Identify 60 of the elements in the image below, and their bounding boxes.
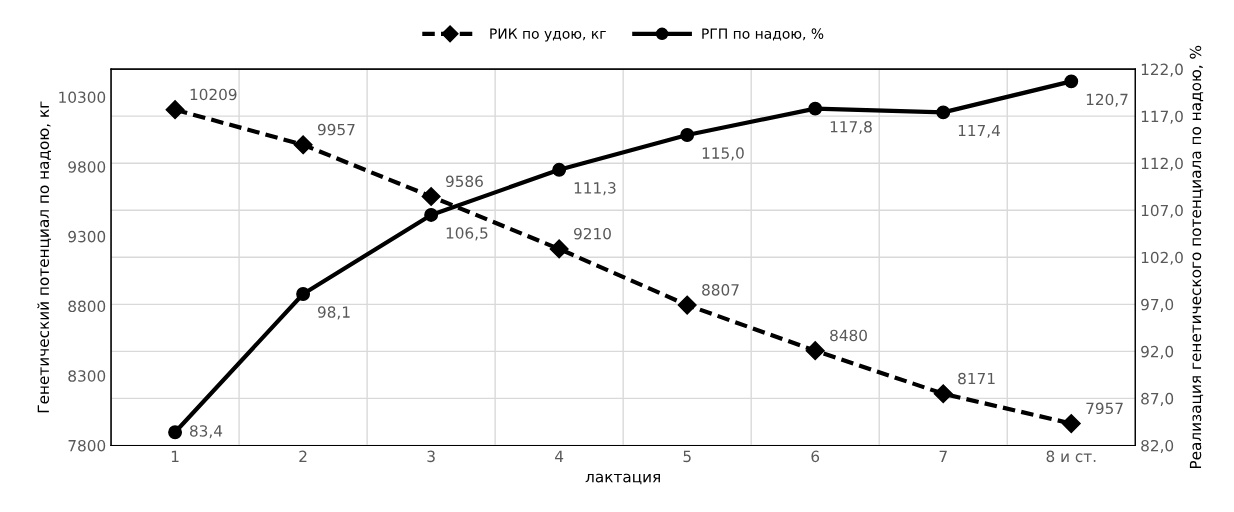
point: [805, 341, 825, 361]
y2-tick-label: 102,0: [1141, 251, 1183, 265]
x-axis-title: лактация: [585, 473, 660, 485]
data-label: 111,3: [574, 182, 616, 196]
x-tick-label: 5: [683, 450, 691, 463]
x-tick-label: 1: [171, 450, 179, 462]
x-tick-label: 4: [555, 450, 564, 462]
data-label: 83,4: [190, 425, 223, 439]
y-tick-label: 8800: [68, 300, 106, 313]
point: [680, 128, 695, 142]
y2-tick-label: 117,0: [1141, 110, 1183, 124]
data-label: 9957: [317, 123, 355, 136]
data-label: 7957: [1086, 402, 1123, 415]
point: [677, 295, 697, 315]
point: [421, 186, 441, 207]
legend-label: РИК по удою, кг: [490, 28, 606, 42]
data-label: 8807: [702, 284, 739, 296]
y-axis-title: Генетический потенциал по надою, кг: [37, 101, 51, 413]
point: [1064, 74, 1079, 89]
data-label: 9586: [445, 175, 483, 188]
y2-tick-label: 87,0: [1141, 392, 1174, 406]
y-tick-label: 9300: [68, 230, 106, 243]
point: [933, 384, 953, 404]
data-label: 115,0: [702, 147, 744, 161]
data-label: 8480: [830, 329, 867, 342]
x-tick-label: 2: [299, 450, 307, 462]
y2-tick-label: 97,0: [1141, 298, 1174, 312]
data-label: 117,4: [958, 124, 1001, 138]
data-label: 117,8: [830, 120, 872, 135]
point: [808, 101, 823, 116]
legend-label: РГП по надою, %: [702, 28, 824, 41]
x-tick-label: 6: [811, 450, 820, 463]
point: [165, 100, 185, 120]
point: [936, 105, 951, 120]
y-tick-label: 10300: [59, 91, 106, 104]
y2-axis-title: Реализация генетического потенциала по надою, %: [1189, 45, 1204, 469]
y2-tick-label: 122,0: [1141, 63, 1183, 77]
y-tick-label: 9800: [68, 161, 106, 173]
y-tick-label: 8300: [68, 370, 106, 382]
x-tick-label: 3: [427, 450, 435, 463]
y2-tick-label: 82,0: [1141, 439, 1174, 454]
y2-tick-label: 92,0: [1141, 345, 1174, 359]
point: [1061, 414, 1081, 434]
data-label: 98,1: [317, 306, 350, 320]
point: [168, 425, 183, 440]
point: [296, 287, 311, 301]
y2-tick-label: 112,0: [1141, 157, 1183, 171]
data-label: 8171: [958, 372, 995, 385]
data-label: 106,5: [446, 227, 488, 241]
data-label: 120,7: [1086, 93, 1128, 107]
point: [293, 135, 313, 155]
point: [424, 207, 439, 222]
point: [552, 162, 567, 177]
x-tick-label: 8 и ст.: [1046, 450, 1096, 463]
data-label: 9210: [574, 227, 611, 240]
x-tick-label: 7: [939, 450, 947, 462]
point: [549, 239, 569, 259]
y-tick-label: 7800: [68, 439, 106, 452]
data-label: 10209: [190, 88, 237, 101]
y2-tick-label: 107,0: [1141, 204, 1183, 218]
